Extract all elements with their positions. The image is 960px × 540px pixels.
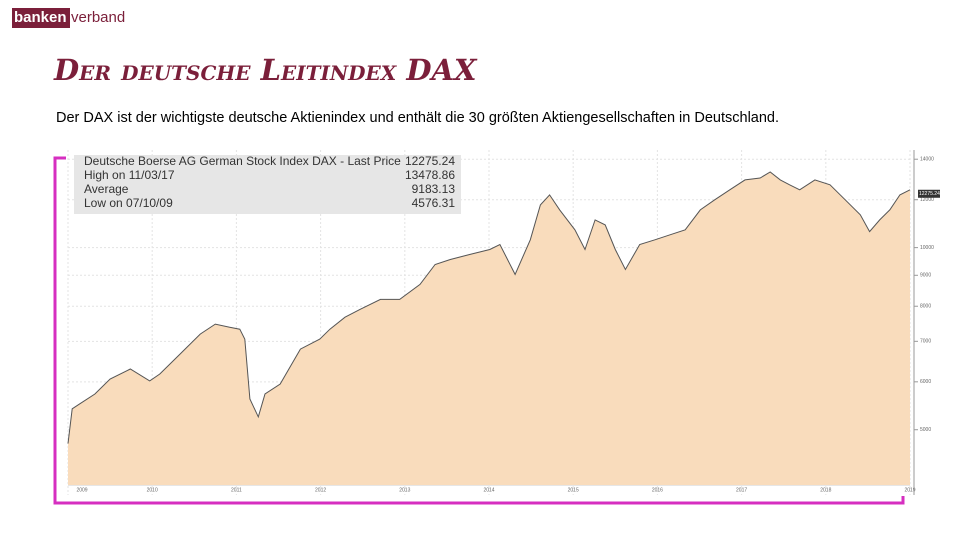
slide-subtitle: Der DAX ist der wichtigste deutsche Akti… bbox=[56, 110, 779, 126]
legend-label: Deutsche Boerse AG German Stock Index DA… bbox=[84, 154, 401, 168]
y-tick-label: 8000 bbox=[920, 304, 931, 310]
x-tick-label: 2010 bbox=[147, 487, 158, 493]
legend-value: 4576.31 bbox=[412, 196, 456, 210]
x-tick-label: 2014 bbox=[483, 487, 494, 493]
legend-label: High on 11/03/17 bbox=[84, 168, 175, 182]
legend-value: 13478.86 bbox=[405, 168, 455, 182]
area bbox=[68, 172, 910, 485]
logo-left: banken bbox=[14, 9, 67, 26]
y-tick-label: 10000 bbox=[920, 245, 934, 251]
legend-value: 12275.24 bbox=[405, 154, 455, 168]
legend-label: Average bbox=[84, 182, 129, 196]
x-tick-label: 2018 bbox=[820, 487, 831, 493]
y-tick-label: 5000 bbox=[920, 427, 931, 433]
x-tick-label: 2012 bbox=[315, 487, 326, 493]
y-tick-label: 7000 bbox=[920, 339, 931, 345]
logo-right: verband bbox=[71, 9, 125, 26]
y-tick-label: 9000 bbox=[920, 273, 931, 279]
x-tick-label: 2013 bbox=[399, 487, 410, 493]
x-tick-label: 2019 bbox=[904, 487, 915, 493]
frame-bracket bbox=[53, 156, 905, 505]
slide-title: Der deutsche Leitindex DAX bbox=[53, 53, 478, 87]
x-tick-label: 2017 bbox=[736, 487, 747, 493]
y-tick-label: 14000 bbox=[920, 157, 934, 163]
x-tick-label: 2009 bbox=[76, 487, 87, 493]
legend-box bbox=[74, 155, 461, 214]
logo-box bbox=[12, 8, 70, 28]
legend-label: Low on 07/10/09 bbox=[84, 196, 173, 210]
x-tick-label: 2016 bbox=[652, 487, 663, 493]
y-tick-label: 6000 bbox=[920, 379, 931, 385]
last-price-label: 12275.24 bbox=[919, 191, 940, 197]
x-tick-label: 2011 bbox=[231, 487, 242, 493]
x-tick-label: 2015 bbox=[568, 487, 579, 493]
legend-value: 9183.13 bbox=[412, 182, 456, 196]
line bbox=[67, 171, 911, 444]
y-tick-label: 12000 bbox=[920, 197, 934, 203]
last-price-tag bbox=[918, 189, 940, 198]
